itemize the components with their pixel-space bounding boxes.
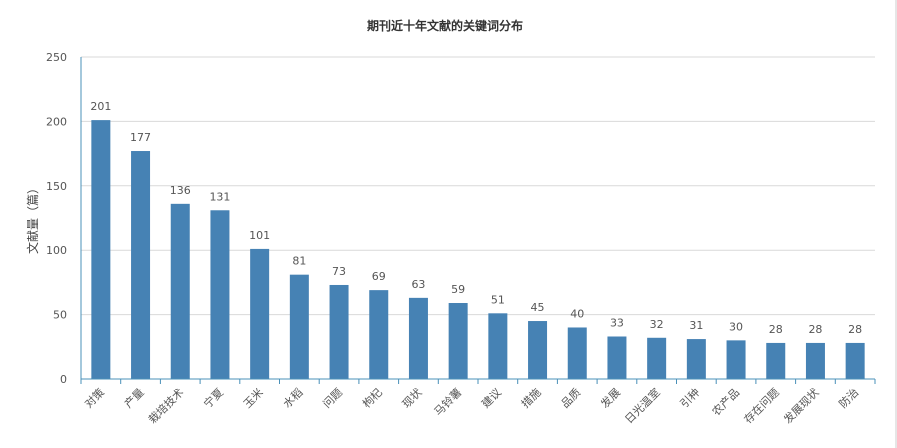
- x-tick-label: 农产品: [709, 385, 742, 418]
- data-label: 31: [689, 319, 703, 332]
- data-label: 73: [332, 265, 346, 278]
- data-label: 30: [729, 320, 743, 333]
- bar: [289, 274, 309, 379]
- x-tick-label: 栽培技术: [145, 385, 186, 426]
- x-tick-label: 产量: [121, 385, 146, 410]
- x-tick-label: 枸杞: [359, 385, 384, 410]
- y-tick-label: 100: [46, 244, 67, 257]
- x-tick-label: 建议: [479, 385, 504, 410]
- x-tick-label: 宁夏: [201, 385, 226, 410]
- bar: [210, 210, 230, 379]
- x-tick-label: 马铃薯: [431, 385, 464, 418]
- bar: [329, 284, 349, 379]
- data-label: 63: [411, 278, 425, 291]
- data-label: 28: [769, 323, 783, 336]
- bar: [170, 203, 190, 379]
- x-tick-label: 品质: [559, 386, 584, 411]
- y-axis-ticks: 0 50 100 150 200 250: [46, 51, 67, 386]
- bar: [647, 337, 667, 379]
- bar: [528, 321, 548, 379]
- x-tick-label: 发展: [598, 385, 623, 410]
- bar: [488, 313, 508, 379]
- y-tick-label: 150: [46, 180, 67, 193]
- data-label: 59: [451, 283, 465, 296]
- data-label: 45: [531, 301, 545, 314]
- chart-title: 期刊近十年文献的关键词分布: [367, 18, 523, 33]
- bar: [845, 342, 865, 379]
- x-tick-label: 引种: [677, 385, 702, 410]
- y-tick-label: 200: [46, 115, 67, 128]
- x-tick-label: 对策: [82, 385, 107, 410]
- data-label: 81: [292, 255, 306, 268]
- bars: [91, 120, 865, 379]
- data-label: 101: [249, 229, 270, 242]
- gridlines: [81, 56, 875, 316]
- x-axis-ticks: 对策 产量 栽培技术 宁夏 玉米 水稻 问题 枸杞 现状 马铃薯 建议 措施 品质 发展 日光温室 引种 农产品…: [80, 379, 876, 426]
- bar: [131, 151, 151, 379]
- bar: [369, 290, 389, 379]
- data-labels: 201 177 136 131 101 81 73 69 63 59 51 45 40 33 32 31 30 2…: [90, 100, 862, 336]
- data-label: 40: [570, 307, 584, 320]
- data-label: 51: [491, 293, 505, 306]
- data-label: 201: [90, 100, 111, 113]
- y-tick-label: 50: [53, 309, 67, 322]
- bar: [408, 297, 428, 379]
- data-label: 69: [372, 270, 386, 283]
- bar: [607, 336, 627, 379]
- x-tick-label: 现状: [399, 385, 424, 410]
- data-label: 28: [848, 323, 862, 336]
- data-label: 131: [209, 190, 230, 203]
- data-label: 33: [610, 316, 624, 329]
- bar: [766, 342, 786, 379]
- y-axis-label: 文献量（篇）: [25, 182, 40, 254]
- data-label: 32: [650, 318, 664, 331]
- bar: [448, 303, 468, 379]
- x-tick-label: 玉米: [241, 386, 266, 411]
- bar: [726, 340, 746, 379]
- data-label: 177: [130, 131, 151, 144]
- x-tick-label: 措施: [518, 385, 543, 410]
- bar: [567, 327, 587, 379]
- x-tick-label: 日光温室: [622, 385, 663, 426]
- x-tick-label: 发展现状: [781, 385, 822, 426]
- bar: [91, 120, 111, 379]
- y-tick-label: 250: [46, 51, 67, 64]
- x-tick-label: 水稻: [281, 386, 306, 411]
- bar: [805, 342, 825, 379]
- bar: [686, 339, 706, 379]
- y-tick-label: 0: [60, 373, 67, 386]
- x-tick-label: 存在问题: [741, 385, 782, 426]
- x-tick-label: 问题: [320, 386, 345, 411]
- data-label: 28: [808, 323, 822, 336]
- data-label: 136: [170, 184, 191, 197]
- bar: [250, 248, 270, 379]
- x-tick-label: 防治: [836, 385, 861, 410]
- window-edge: [895, 0, 897, 448]
